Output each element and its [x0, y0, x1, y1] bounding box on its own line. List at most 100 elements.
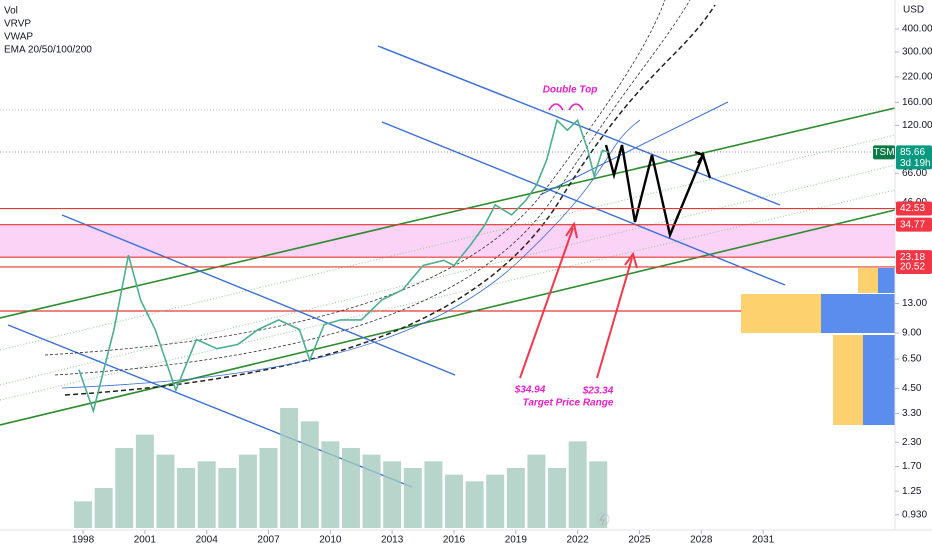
vrvp-bar	[858, 268, 878, 293]
price-line	[78, 118, 609, 414]
y-tick-label: 1.70	[902, 461, 922, 472]
volume-bar	[259, 448, 278, 528]
indicator-label[interactable]: EMA 20/50/100/200	[4, 45, 92, 56]
y-tick-label: 160.00	[902, 97, 932, 108]
x-tick-label: 2022	[567, 535, 590, 546]
symbol-badge	[873, 145, 895, 160]
x-tick-label: 2028	[690, 535, 713, 546]
y-tick-label: 6.50	[902, 354, 922, 365]
arrow-head	[624, 251, 638, 269]
currency: USD	[903, 5, 924, 16]
vrvp-bar	[878, 268, 895, 293]
volume-bar	[94, 488, 113, 528]
level-badge	[896, 259, 932, 274]
vrvp-bar	[741, 294, 821, 333]
y-tick-label: 9.00	[902, 328, 922, 339]
arrow	[596, 257, 633, 379]
y-tick-label: 1.25	[902, 486, 922, 497]
countdown-label: 3d 19h	[900, 158, 931, 169]
x-tick-label: 2025	[628, 535, 651, 546]
vrvp-bar	[863, 335, 895, 425]
volume-bar	[362, 454, 381, 528]
volume-bar	[321, 441, 340, 528]
price-label: 85.66	[900, 147, 925, 158]
level-label: 20.52	[900, 262, 925, 273]
level-label: 34.77	[900, 219, 925, 230]
level-label: 42.53	[900, 203, 925, 214]
dashed-curve	[54, 0, 691, 376]
y-tick-label: 400.00	[902, 24, 932, 35]
volume-bar	[444, 474, 463, 528]
x-tick-label: 1998	[72, 535, 95, 546]
level-label: 23.18	[900, 252, 925, 263]
x-tick-label: 2016	[443, 535, 466, 546]
volume-bar	[135, 434, 154, 528]
dashed-curve	[64, 4, 716, 396]
indicator-label[interactable]: Vol	[4, 6, 18, 17]
y-tick-label: 220.00	[902, 71, 932, 82]
fan-line	[0, 189, 896, 401]
x-tick-label: 2013	[381, 535, 404, 546]
volume-bar	[568, 441, 587, 528]
volume-bar	[156, 454, 175, 528]
volume-bar	[177, 468, 196, 528]
volume-bar	[548, 468, 567, 528]
x-tick-label: 2007	[257, 535, 280, 546]
volume-bar	[280, 408, 299, 528]
top-arc	[568, 103, 584, 111]
y-tick-label: 3.30	[902, 408, 922, 419]
annotation: Target Price Range	[523, 398, 614, 409]
level-badge	[896, 217, 932, 232]
annotation: $23.34	[582, 386, 614, 397]
volume-bar	[383, 461, 402, 528]
x-tick-label: 2019	[505, 535, 528, 546]
arrow-head	[565, 221, 578, 239]
dashed-curve	[44, 0, 666, 356]
y-tick-label: 66.00	[902, 168, 927, 179]
volume-bar	[341, 448, 360, 528]
volume-bar	[527, 454, 546, 528]
arrow	[519, 227, 574, 379]
y-tick-label: 120.00	[902, 120, 932, 131]
symbol-label: TSM	[873, 147, 894, 158]
y-tick-label: 300.00	[902, 47, 932, 58]
volume-bar	[465, 481, 484, 528]
volume-bar	[197, 461, 216, 528]
y-tick-label: 4.50	[902, 383, 922, 394]
vrvp-bar	[821, 294, 895, 333]
y-tick-label: 0.930	[902, 510, 927, 521]
arrow-head	[694, 150, 705, 164]
fan-line	[0, 164, 896, 386]
price-badge	[896, 145, 932, 170]
trend-line	[0, 107, 896, 319]
annotation: $34.94	[514, 385, 546, 396]
channel-line	[381, 121, 786, 286]
channel-line	[61, 214, 456, 376]
volume-bar	[238, 454, 257, 528]
level-badge	[896, 201, 932, 216]
annotation: Double Top	[543, 85, 598, 96]
trend-line	[0, 209, 896, 426]
volume-bar	[506, 468, 525, 528]
volume-bar	[115, 448, 134, 528]
y-tick-label: 2.30	[902, 437, 922, 448]
vrvp-bar	[833, 335, 863, 425]
drawings	[0, 0, 932, 531]
projection	[604, 144, 712, 239]
volume-bar	[486, 474, 505, 528]
fan-line	[0, 134, 896, 351]
volume-bar	[74, 501, 93, 528]
volume-bar	[424, 461, 443, 528]
top-arc	[548, 103, 564, 111]
volume-bar	[403, 468, 422, 528]
x-tick-label: 2001	[134, 535, 157, 546]
indicator-label[interactable]: VWAP	[4, 32, 33, 43]
indicator-label[interactable]: VRVP	[4, 19, 31, 30]
x-tick-label: 2010	[319, 535, 342, 546]
volume-bar	[300, 421, 319, 528]
x-tick-label: 2031	[752, 535, 775, 546]
target-zone	[0, 224, 895, 257]
x-tick-label: 2004	[196, 535, 219, 546]
